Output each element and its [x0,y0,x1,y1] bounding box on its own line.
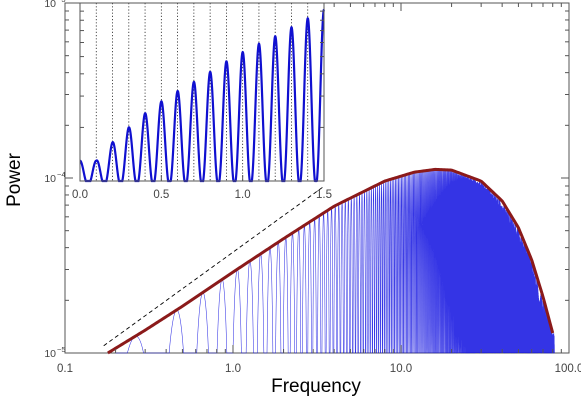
x-tick-label: 1.0 [225,363,241,375]
x-tick-label: 100.0 [555,363,581,375]
inset-x-tick-label: 1.5 [316,189,332,201]
dashed-reference-line [103,185,325,347]
inset-chart: 0.0 0.5 1.0 1.5 [72,2,332,201]
inset-background [80,3,324,181]
y-tick-label: 10 [44,173,56,185]
envelope-curve [107,167,555,355]
inset-x-tick-label: 0.0 [72,189,88,201]
y-tick-label: 10 [44,348,56,360]
oscillating-power-series [115,169,555,354]
x-tick-label: 0.1 [57,363,73,375]
inset-x-tick-label: 1.0 [235,189,251,201]
y-tick-label-exponent: −5 [57,345,66,354]
inset-plot-frame [79,2,325,182]
y-tick-label-top: 10 [44,0,56,10]
inset-axes: 0.0 0.5 1.0 1.5 [72,10,332,201]
y-axis-title: Power [4,152,25,207]
x-axis-title: Frequency [271,376,361,397]
y-tick-label-top-exponent: −3 [57,0,66,4]
main-plot-data [103,167,555,355]
x-tick-label: 10.0 [390,363,412,375]
inset-x-tick-label: 0.5 [153,189,169,201]
y-tick-label-exponent: −4 [57,170,66,179]
